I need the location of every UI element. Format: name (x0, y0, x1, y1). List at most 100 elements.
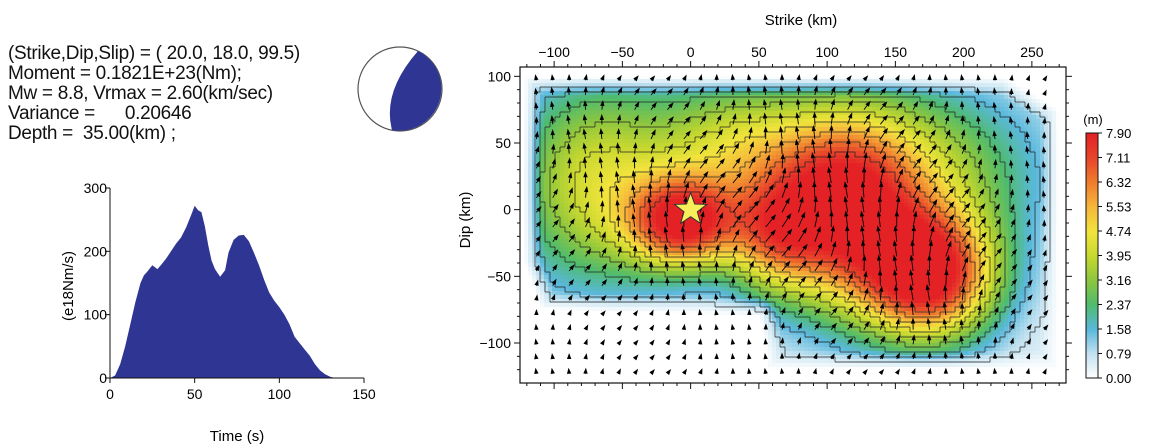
heatmap-cell (540, 279, 545, 284)
heatmap-cell (540, 243, 545, 248)
heatmap-cell (744, 175, 749, 180)
heatmap-cell (664, 99, 669, 104)
heatmap-cell (592, 267, 597, 272)
heatmap-cell (528, 79, 533, 84)
heatmap-cell (548, 159, 553, 164)
heatmap-cell (532, 203, 537, 208)
heatmap-cell (564, 275, 569, 280)
heatmap-cell (560, 175, 565, 180)
heatmap-cell (664, 223, 669, 228)
heatmap-cell (608, 227, 613, 232)
heatmap-cell (596, 207, 601, 212)
heatmap-cell (556, 135, 561, 140)
heatmap-cell (648, 119, 653, 124)
heatmap-cell (620, 107, 625, 112)
heatmap-cell (712, 239, 717, 244)
heatmap-cell (556, 159, 561, 164)
heatmap-cell (524, 243, 529, 248)
heatmap-cell (744, 227, 749, 232)
heatmap-cell (676, 219, 681, 224)
heatmap-cell (572, 151, 577, 156)
heatmap-cell (684, 139, 689, 144)
heatmap-cell (676, 183, 681, 188)
heatmap-cell (704, 219, 709, 224)
heatmap-cell (640, 127, 645, 132)
heatmap-cell (748, 123, 753, 128)
heatmap-cell (592, 235, 597, 240)
heatmap-cell (528, 175, 533, 180)
heatmap-cell (632, 211, 637, 216)
heatmap-cell (732, 243, 737, 248)
heatmap-cell (556, 99, 561, 104)
heatmap-cell (752, 223, 757, 228)
heatmap-cell (736, 195, 741, 200)
heatmap-cell (532, 263, 537, 268)
heatmap-cell (652, 299, 657, 304)
heatmap-cell (640, 191, 645, 196)
heatmap-cell (628, 103, 633, 108)
heatmap-cell (656, 203, 661, 208)
heatmap-cell (528, 171, 533, 176)
heatmap-cell (592, 191, 597, 196)
heatmap-cell (532, 139, 537, 144)
heatmap-cell (724, 143, 729, 148)
heatmap-cell (668, 223, 673, 228)
heatmap-cell (740, 259, 745, 264)
heatmap-cell (536, 243, 541, 248)
heatmap-cell (632, 135, 637, 140)
heatmap-cell (676, 299, 681, 304)
heatmap-cell (640, 287, 645, 292)
heatmap-cell (680, 267, 685, 272)
heatmap-cell (580, 139, 585, 144)
heatmap-cell (612, 139, 617, 144)
heatmap-cell (608, 155, 613, 160)
heatmap-cell (632, 107, 637, 112)
heatmap-cell (552, 131, 557, 136)
heatmap-cell (560, 167, 565, 172)
heatmap-cell (544, 279, 549, 284)
heatmap-cell (708, 183, 713, 188)
heatmap-cell (652, 135, 657, 140)
heatmap-cell (544, 299, 549, 304)
heatmap-cell (732, 167, 737, 172)
heatmap-cell (668, 251, 673, 256)
heatmap-cell (616, 91, 621, 96)
heatmap-cell (732, 227, 737, 232)
heatmap-cell (580, 76, 585, 80)
heatmap-cell (764, 247, 769, 252)
heatmap-cell (716, 267, 721, 272)
heatmap-cell (724, 215, 729, 220)
heatmap-cell (588, 299, 593, 304)
heatmap-cell (656, 95, 661, 100)
heatmap-cell (600, 175, 605, 180)
heatmap-cell (748, 247, 753, 252)
heatmap-cell (744, 283, 749, 288)
heatmap-cell (524, 175, 529, 180)
heatmap-cell (564, 163, 569, 168)
heatmap-cell (712, 127, 717, 132)
heatmap-cell (600, 231, 605, 236)
heatmap-cell (768, 91, 773, 96)
heatmap-cell (736, 87, 741, 92)
heatmap-cell (576, 147, 581, 152)
heatmap-cell (748, 299, 753, 304)
heatmap-cell (680, 87, 685, 92)
heatmap-cell (676, 111, 681, 116)
heatmap-cell (676, 267, 681, 272)
heatmap-cell (720, 167, 725, 172)
heatmap-cell (752, 207, 757, 212)
heatmap-cell (740, 159, 745, 164)
heatmap-cell (544, 119, 549, 124)
heatmap-cell (612, 291, 617, 296)
heatmap-cell (724, 303, 729, 308)
heatmap-cell (752, 103, 757, 108)
heatmap-cell (744, 307, 749, 312)
heatmap-cell (656, 243, 661, 248)
heatmap-cell (728, 163, 733, 168)
heatmap-cell (604, 83, 609, 88)
heatmap-cell (748, 215, 753, 220)
heatmap-cell (688, 247, 693, 252)
heatmap-cell (648, 107, 653, 112)
heatmap-cell (604, 87, 609, 92)
heatmap-cell (584, 307, 589, 312)
